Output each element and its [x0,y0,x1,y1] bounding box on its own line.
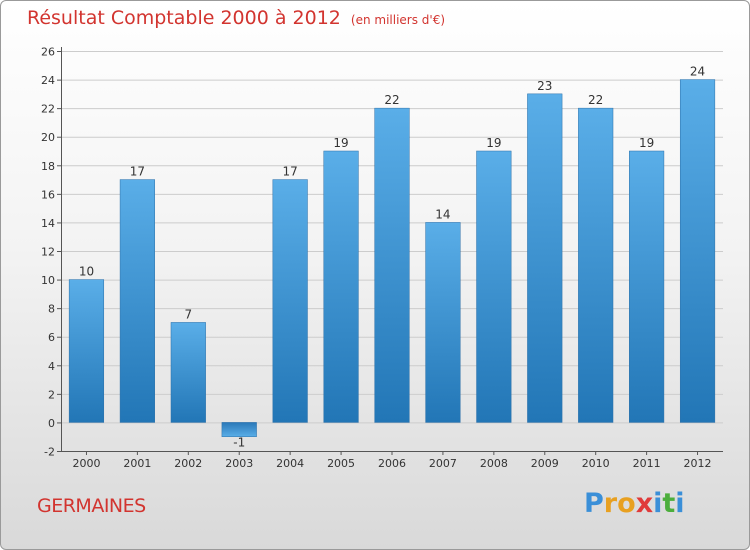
y-tick-label: 2 [48,388,55,401]
x-tick-label: 2000 [72,457,100,470]
data-label-2006: 22 [384,93,399,107]
x-tick-label: 2012 [684,457,712,470]
data-label-2003: -1 [233,436,245,450]
data-label-2009: 23 [537,79,552,93]
bar-2012 [679,79,716,423]
bar-2007 [425,222,461,423]
y-tick-label: 6 [48,331,55,344]
y-tick-label: 18 [41,160,55,173]
y-tick-label: 12 [41,246,55,259]
chart-unit: (en milliers d'€) [350,13,446,27]
bar-2005 [323,150,359,423]
logo-letter: P [584,488,604,519]
data-label-2008: 19 [486,136,501,150]
y-tick-label: 14 [41,217,55,230]
bar-2002 [170,322,206,423]
x-tick-label: 2002 [174,457,202,470]
bar-2011 [629,150,665,423]
x-tick-label: 2007 [429,457,457,470]
x-tick-label: 2003 [225,457,253,470]
x-tick-label: 2004 [276,457,304,470]
commune-name: GERMAINES [37,495,146,517]
proxiti-logo: Proxiti [584,488,685,519]
x-tick-label: 2009 [531,457,559,470]
data-label-2012: 24 [690,65,705,79]
bar-2001 [119,179,155,423]
data-label-2001: 17 [130,165,145,179]
x-tick-label: 2008 [480,457,508,470]
bars [68,79,716,437]
data-label-2011: 19 [639,136,654,150]
bar-2009 [527,93,563,423]
logo-letter: r [603,488,618,519]
y-tick-label: 24 [41,74,55,87]
logo-letter: o [617,488,636,519]
logo-letter: x [635,488,654,519]
x-tick-label: 2011 [633,457,661,470]
data-label-2000: 10 [79,265,94,279]
bar-2000 [68,279,105,423]
logo-letter: i [653,488,663,519]
y-tick-label: 16 [41,188,55,201]
chart-title: Résultat Comptable 2000 à 2012 (en millie… [27,7,445,29]
y-tick-label: 4 [48,360,55,373]
data-label-2004: 17 [283,165,298,179]
y-tick-label: 22 [41,103,55,116]
y-tick-label: 8 [48,303,55,316]
x-tick-label: 2006 [378,457,406,470]
x-tick-label: 2001 [123,457,151,470]
data-label-2002: 7 [184,307,192,321]
axes [61,47,723,452]
data-labels: 10 17 7 -1 17 19 22 14 19 23 22 19 24 [79,65,705,450]
bar-2010 [578,107,614,423]
x-axis-ticks: 2000 2001 2002 2003 2004 2005 2006 2007 2008 2009… [72,451,712,470]
bar-2006 [374,107,410,423]
chart-title-text: Résultat Comptable 2000 à 2012 [27,7,341,29]
y-tick-label: -2 [44,446,55,459]
x-tick-label: 2005 [327,457,355,470]
y-tick-label: 0 [48,417,55,430]
logo-letter: i [675,488,685,519]
data-label-2005: 19 [333,136,348,150]
y-tick-label: 10 [41,274,55,287]
data-label-2007: 14 [435,207,450,221]
x-tick-label: 2010 [582,457,610,470]
data-label-2010: 22 [588,93,603,107]
logo-letter: t [662,488,676,519]
y-tick-label: 20 [41,131,55,144]
bar-2004 [272,179,308,423]
bar-2008 [476,150,512,423]
bar-2003 [221,422,257,437]
y-tick-label: 26 [41,46,55,59]
